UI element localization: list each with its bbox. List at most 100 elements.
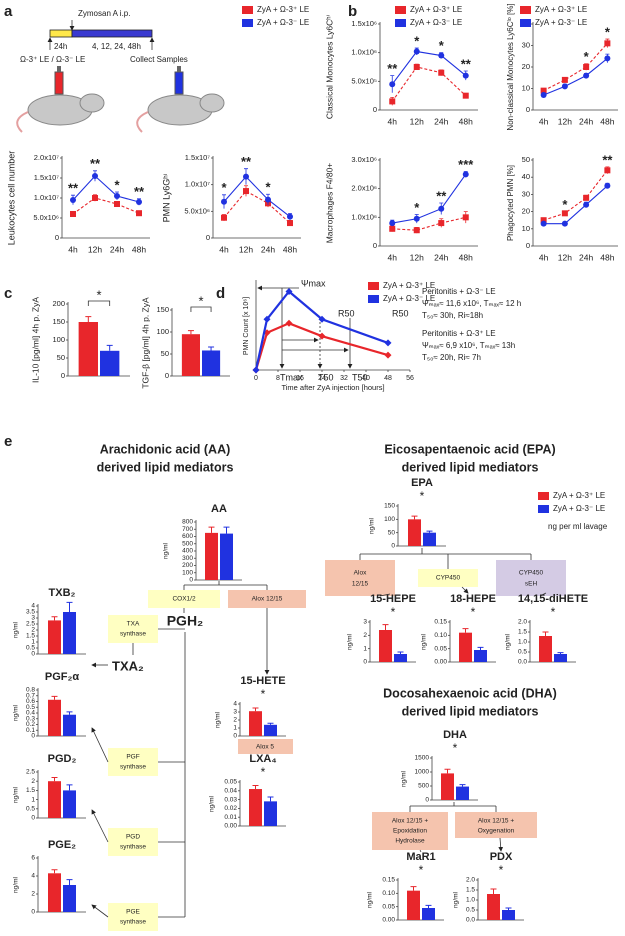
y-axis-label: ng/ml [163, 543, 170, 559]
axis [171, 308, 230, 377]
legend-label: ZyA + Ω-3⁻ LE [410, 18, 462, 27]
y-tick-label: 0.5 [26, 645, 35, 652]
y-tick-label: 1 [233, 725, 237, 732]
error-bar [425, 904, 432, 908]
panel-d-notes: Peritonitis + Ω-3⁻ LE Ψₘₐₓ≈ 11,6 x10⁶, T… [422, 287, 521, 362]
marker [583, 194, 590, 201]
y-tick-label: 200 [52, 299, 65, 308]
x-tick-label: 48h [283, 244, 297, 254]
series-line [223, 175, 291, 218]
significance: ** [602, 152, 613, 167]
y-tick-label: 0.00 [434, 659, 447, 666]
chart-title: PDX [490, 851, 513, 863]
marker [114, 201, 120, 207]
protocol-text: 24h [54, 42, 67, 51]
error-bar [490, 888, 497, 894]
legend-label: ZyA + Ω-3⁻ LE [535, 18, 587, 27]
y-tick-label: 100 [182, 569, 193, 576]
pathways: Arachidonic acid (AA) derived lipid medi… [91, 442, 608, 931]
y-tick-label: 2.5 [26, 769, 35, 776]
enzyme: 12/15 [352, 581, 369, 588]
y-tick-label: 5.0x10⁶ [184, 206, 210, 215]
bar [202, 350, 221, 376]
unit-note: ng per ml lavage [548, 522, 608, 531]
chart-title: AA [211, 503, 227, 515]
connector [359, 548, 532, 569]
axis [397, 504, 446, 547]
x-tick-label: 4h [68, 244, 78, 254]
x-tick-label: 0 [254, 375, 258, 382]
error-bar [462, 628, 469, 633]
error-bar [382, 624, 389, 630]
y-tick-label: 1.0x10⁷ [34, 193, 60, 202]
significance: ** [68, 181, 79, 196]
y-tick-label: 0 [165, 371, 169, 380]
y-tick-label: 0 [189, 577, 193, 584]
error-bar [66, 784, 73, 791]
protocol-text: Zymosan A i.p. [78, 9, 130, 18]
marker [561, 210, 568, 217]
chart-title: DHA [443, 729, 467, 741]
y-tick-label: 0 [526, 105, 530, 114]
enzyme: Hydrolase [395, 838, 425, 845]
enzyme: Alox 12/15 + [478, 818, 515, 825]
annotation: Tmax [280, 372, 303, 382]
x-tick-label: 24 [318, 375, 326, 382]
marker [92, 173, 98, 179]
y-tick-label: 0.6 [26, 698, 35, 705]
chart-title: 18-HEPE [450, 593, 496, 605]
series-line [254, 289, 389, 371]
marker [318, 332, 326, 340]
marker [604, 182, 611, 189]
enzyme-box [418, 569, 478, 587]
arrow [498, 837, 504, 852]
legend-swatch [538, 505, 549, 513]
axis [37, 688, 86, 737]
arrow [91, 809, 109, 843]
marker [462, 72, 469, 79]
y-tick-label: 0 [233, 733, 237, 740]
error-bar [187, 330, 194, 335]
series-line [391, 50, 467, 85]
significance: ** [241, 154, 252, 169]
marker [384, 351, 392, 359]
y-tick-label: 0.05 [224, 779, 237, 786]
error-bar [51, 777, 58, 782]
enzyme: Oxygenation [478, 828, 515, 835]
bar [63, 790, 76, 818]
legend-label: ZyA + Ω-3⁺ LE [535, 5, 587, 14]
marker [604, 40, 611, 47]
error-bar [267, 796, 274, 802]
y-tick-label: 40 [522, 172, 530, 181]
y-tick-label: 3.0x10⁶ [351, 155, 377, 164]
heading: Arachidonic acid (AA) [100, 442, 231, 456]
y-tick-label: 0.02 [224, 805, 237, 812]
y-tick-label: 1.0x10⁶ [351, 212, 377, 221]
y-tick-label: 0.00 [224, 823, 237, 830]
marker [413, 215, 420, 222]
y-tick-label: 800 [182, 519, 193, 526]
annotation: T50 [352, 372, 368, 382]
marker [438, 69, 445, 76]
y-tick-label: 30 [522, 189, 530, 198]
error-bar [66, 601, 73, 612]
series-line [392, 174, 467, 224]
error-bar [557, 652, 564, 654]
y-axis-label: ng/ml [13, 787, 20, 803]
legend-label: ZyA + Ω-3⁺ LE [410, 5, 462, 14]
bar [264, 724, 277, 736]
connector [539, 592, 547, 597]
y-tick-label: 0 [391, 543, 395, 550]
significance: ** [387, 61, 398, 76]
y-tick-label: 2.5 [26, 621, 35, 628]
legend-label: ZyA + Ω-3⁺ LE [553, 491, 605, 500]
y-tick-label: 1.5x10⁷ [34, 173, 60, 182]
series-line [392, 216, 466, 231]
chart-title: PGF₂α [45, 671, 80, 683]
y-tick-label: 1.5 [26, 633, 35, 640]
enzyme: CYP450 [436, 575, 461, 582]
significance: * [261, 765, 266, 779]
y-tick-label: 0.4 [26, 710, 35, 717]
enzyme-box [325, 560, 395, 596]
